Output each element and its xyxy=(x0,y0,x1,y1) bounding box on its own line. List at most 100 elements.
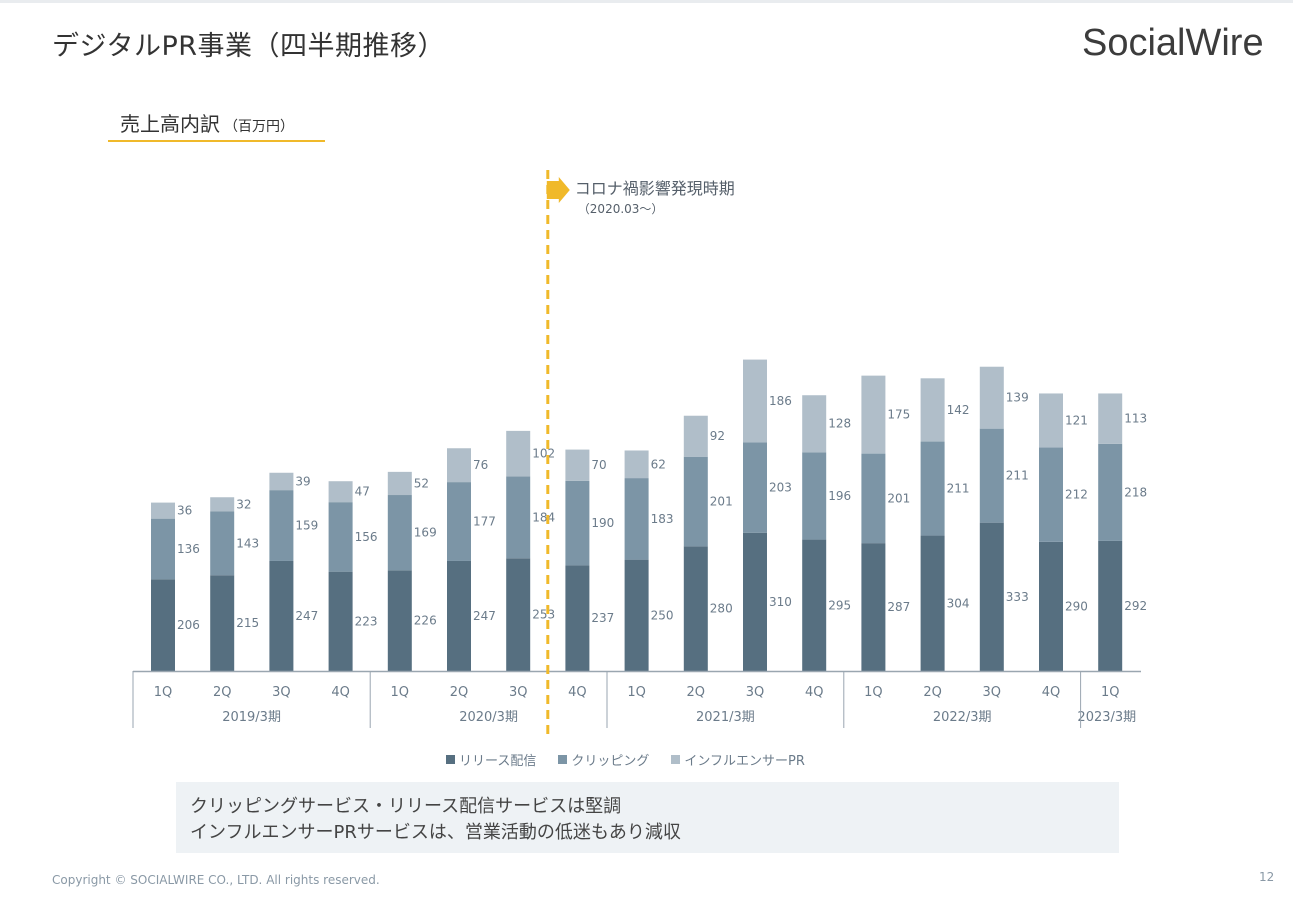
x-tick-label: 1Q xyxy=(627,685,646,700)
bar-value-label: 250 xyxy=(651,608,674,622)
bar-release xyxy=(269,560,294,671)
bar-value-label: 223 xyxy=(355,614,378,628)
bar-release xyxy=(506,558,531,671)
axis-layer: 1Q 2Q 3Q 4Q 1Q 2Q 3Q 4Q 1Q 2Q 3Q 4Q 1Q 2Q 3Q 4Q 1Q 2019/3… xyxy=(132,670,1141,728)
bar-influencer xyxy=(1039,393,1063,448)
bar-clipping xyxy=(861,453,886,544)
bar-influencer xyxy=(506,430,531,477)
brand-logo: SocialWire xyxy=(1082,22,1264,64)
bar-value-label: 184 xyxy=(532,510,555,524)
section-title-text: 売上高内訳 xyxy=(120,112,220,136)
x-tick-label: 1Q xyxy=(154,685,173,700)
bar-influencer xyxy=(447,448,471,483)
bar-value-label: 143 xyxy=(236,536,259,550)
legend-label-influencer: インフルエンサーPR xyxy=(684,754,805,769)
group-label: 2023/3期 xyxy=(1077,710,1136,725)
stacked-bar-chart: 206 136 36 215 143 32 247 159 39 223 156 47 226 169 52… xyxy=(132,170,1147,740)
legend-swatch-clipping xyxy=(558,755,568,764)
bar-value-label: 136 xyxy=(177,542,200,556)
bar-influencer xyxy=(861,375,886,454)
bar-value-label: 121 xyxy=(1065,413,1088,427)
bar-value-label: 113 xyxy=(1124,412,1147,426)
bar-value-label: 196 xyxy=(828,489,851,503)
bar-clipping xyxy=(506,476,531,559)
bar-release xyxy=(920,535,945,671)
bar-value-label: 206 xyxy=(177,618,200,632)
bar-release xyxy=(328,571,353,671)
x-tick-label: 4Q xyxy=(331,685,350,700)
bar-value-label: 212 xyxy=(1065,488,1088,502)
bar-value-label: 247 xyxy=(295,609,318,623)
bar-release xyxy=(743,532,767,671)
bar-value-label: 177 xyxy=(473,515,496,529)
bar-value-label: 201 xyxy=(710,494,733,508)
bar-value-label: 169 xyxy=(414,526,437,540)
x-tick-label: 4Q xyxy=(568,685,587,700)
bar-value-label: 102 xyxy=(532,447,555,461)
top-border xyxy=(0,0,1293,3)
copyright: Copyright © SOCIALWIRE CO., LTD. All rig… xyxy=(52,873,380,887)
x-tick-label: 1Q xyxy=(864,685,883,700)
x-tick-label: 2Q xyxy=(450,685,469,700)
section-title: 売上高内訳 （百万円） xyxy=(120,108,294,137)
bar-value-label: 47 xyxy=(355,485,370,499)
bar-value-label: 247 xyxy=(473,609,496,623)
covid-marker: コロナ禍影響発現時期 （2020.03～） xyxy=(546,170,735,740)
bar-release xyxy=(861,543,886,671)
x-tick-label: 1Q xyxy=(1101,685,1120,700)
bar-value-label: 142 xyxy=(947,403,970,417)
bar-value-label: 32 xyxy=(236,497,251,511)
x-tick-label: 4Q xyxy=(805,685,824,700)
x-tick-label: 2Q xyxy=(213,685,232,700)
bar-clipping xyxy=(565,480,590,566)
bar-value-label: 287 xyxy=(887,600,910,614)
bar-clipping xyxy=(920,441,945,536)
annotation-text: コロナ禍影響発現時期 xyxy=(575,179,735,198)
section-unit: （百万円） xyxy=(224,119,294,135)
legend-label-clipping: クリッピング xyxy=(571,754,650,769)
note-line-2: インフルエンサーPRサービスは、営業活動の低迷もあり減収 xyxy=(190,822,681,843)
bar-clipping xyxy=(683,456,708,547)
bar-value-label: 292 xyxy=(1124,599,1147,613)
bar-clipping xyxy=(151,518,175,580)
bar-value-label: 310 xyxy=(769,595,792,609)
bar-clipping xyxy=(743,442,767,533)
bar-release xyxy=(447,560,471,671)
legend-label-release: リリース配信 xyxy=(459,754,537,769)
bar-clipping xyxy=(1098,443,1123,541)
bar-release xyxy=(979,522,1004,671)
legend: リリース配信 クリッピング インフルエンサーPR xyxy=(446,750,805,769)
bar-release xyxy=(1039,541,1063,671)
bar-value-label: 175 xyxy=(887,408,910,422)
bar-influencer xyxy=(802,395,827,453)
bar-clipping xyxy=(210,511,235,576)
group-label: 2019/3期 xyxy=(222,710,281,725)
x-tick-label: 3Q xyxy=(272,685,291,700)
bar-value-label: 226 xyxy=(414,614,437,628)
bar-value-label: 92 xyxy=(710,429,725,443)
bar-clipping xyxy=(624,478,649,560)
group-label: 2021/3期 xyxy=(696,710,755,725)
note-line-1: クリッピングサービス・リリース配信サービスは堅調 xyxy=(190,796,622,817)
bar-release xyxy=(1098,540,1123,671)
bar-influencer xyxy=(1098,393,1123,444)
bar-influencer xyxy=(151,502,175,519)
bar-influencer xyxy=(387,471,412,496)
x-tick-label: 3Q xyxy=(509,685,528,700)
bar-release xyxy=(210,575,235,671)
bar-value-label: 70 xyxy=(591,458,606,472)
bar-value-label: 156 xyxy=(355,530,378,544)
group-label: 2022/3期 xyxy=(933,710,992,725)
bar-influencer xyxy=(269,472,294,491)
bar-release xyxy=(624,559,649,671)
section-underline xyxy=(108,140,325,142)
bar-value-label: 76 xyxy=(473,458,488,472)
bar-value-label: 62 xyxy=(651,457,666,471)
bars-layer: 206 136 36 215 143 32 247 159 39 223 156 47 226 169 52… xyxy=(151,359,1147,671)
bar-value-label: 128 xyxy=(828,417,851,431)
bar-influencer xyxy=(328,481,353,503)
bar-value-label: 159 xyxy=(295,519,318,533)
x-tick-label: 2Q xyxy=(687,685,706,700)
bar-influencer xyxy=(210,497,235,512)
bar-value-label: 218 xyxy=(1124,485,1147,499)
